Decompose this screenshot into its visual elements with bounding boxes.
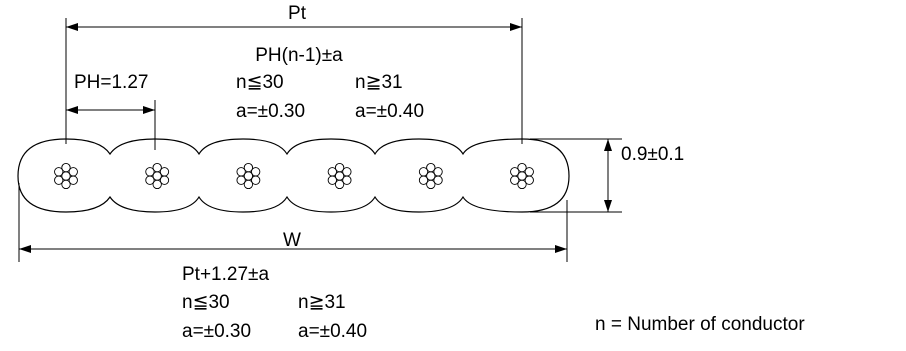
conductor	[418, 162, 443, 190]
conductor-strand	[236, 175, 246, 185]
conductor-strand	[334, 179, 345, 190]
conductor-strand	[251, 167, 261, 177]
w-formula: Pt+1.27±a	[182, 264, 269, 285]
conductor	[327, 162, 352, 190]
w-condition-ge: n≧31	[298, 292, 346, 313]
conductor-strand	[418, 167, 429, 177]
conductor-count-note: n = Number of conductor	[595, 314, 805, 335]
pt-formula: PH(n-1)±a	[255, 45, 343, 66]
pt-tolerance-ge: a=±0.40	[355, 101, 424, 122]
pt-condition-ge: n≧31	[355, 72, 403, 93]
extension-lines	[18, 18, 622, 262]
conductor-strand	[426, 179, 436, 190]
conductor-strand	[243, 162, 254, 173]
ph-label: PH=1.27	[74, 72, 148, 93]
conductor-strand	[152, 162, 162, 173]
w-tolerance-ge: a=±0.40	[298, 321, 367, 342]
pt-label: Pt	[288, 3, 307, 24]
conductor	[510, 162, 534, 190]
conductor-strand	[236, 167, 246, 177]
conductor-strand	[342, 167, 352, 177]
conductor-strand	[517, 162, 527, 173]
w-condition-le: n≦30	[182, 292, 230, 313]
conductor	[236, 162, 261, 190]
conductors	[54, 162, 534, 190]
conductor-strand	[426, 162, 436, 173]
conductor-strand	[145, 167, 155, 177]
conductor-strand	[510, 175, 520, 185]
conductor-strand	[159, 167, 170, 177]
conductor-strand	[334, 162, 345, 173]
cable-outline	[17, 138, 570, 213]
conductor-strand	[61, 162, 71, 173]
conductor-strand	[54, 167, 64, 177]
thickness-label: 0.9±0.1	[621, 144, 684, 165]
conductor-strand	[510, 167, 520, 177]
w-label: W	[283, 230, 301, 251]
conductor-strand	[243, 179, 254, 190]
pt-tolerance-le: a=±0.30	[236, 101, 305, 122]
w-tolerance-le: a=±0.30	[182, 321, 251, 342]
conductor-strand	[327, 167, 337, 177]
conductor-strand	[145, 175, 155, 185]
conductor-strand	[327, 175, 337, 185]
conductor-strand	[418, 175, 429, 185]
conductor	[145, 162, 170, 190]
conductor-strand	[54, 175, 64, 185]
conductor	[54, 162, 78, 190]
conductor-strand	[524, 167, 534, 177]
conductor-strand	[61, 179, 71, 190]
conductor-strand	[433, 167, 443, 177]
conductor-strand	[152, 179, 162, 190]
conductor-strand	[68, 167, 78, 177]
conductor-strand	[517, 179, 527, 190]
pt-condition-le: n≦30	[236, 72, 284, 93]
